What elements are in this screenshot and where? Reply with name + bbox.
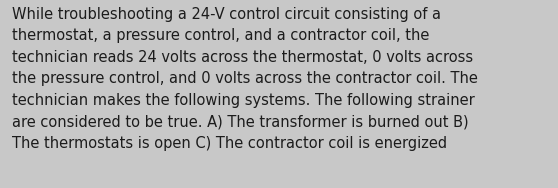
Text: While troubleshooting a 24-V control circuit consisting of a
thermostat, a press: While troubleshooting a 24-V control cir…	[12, 7, 478, 151]
